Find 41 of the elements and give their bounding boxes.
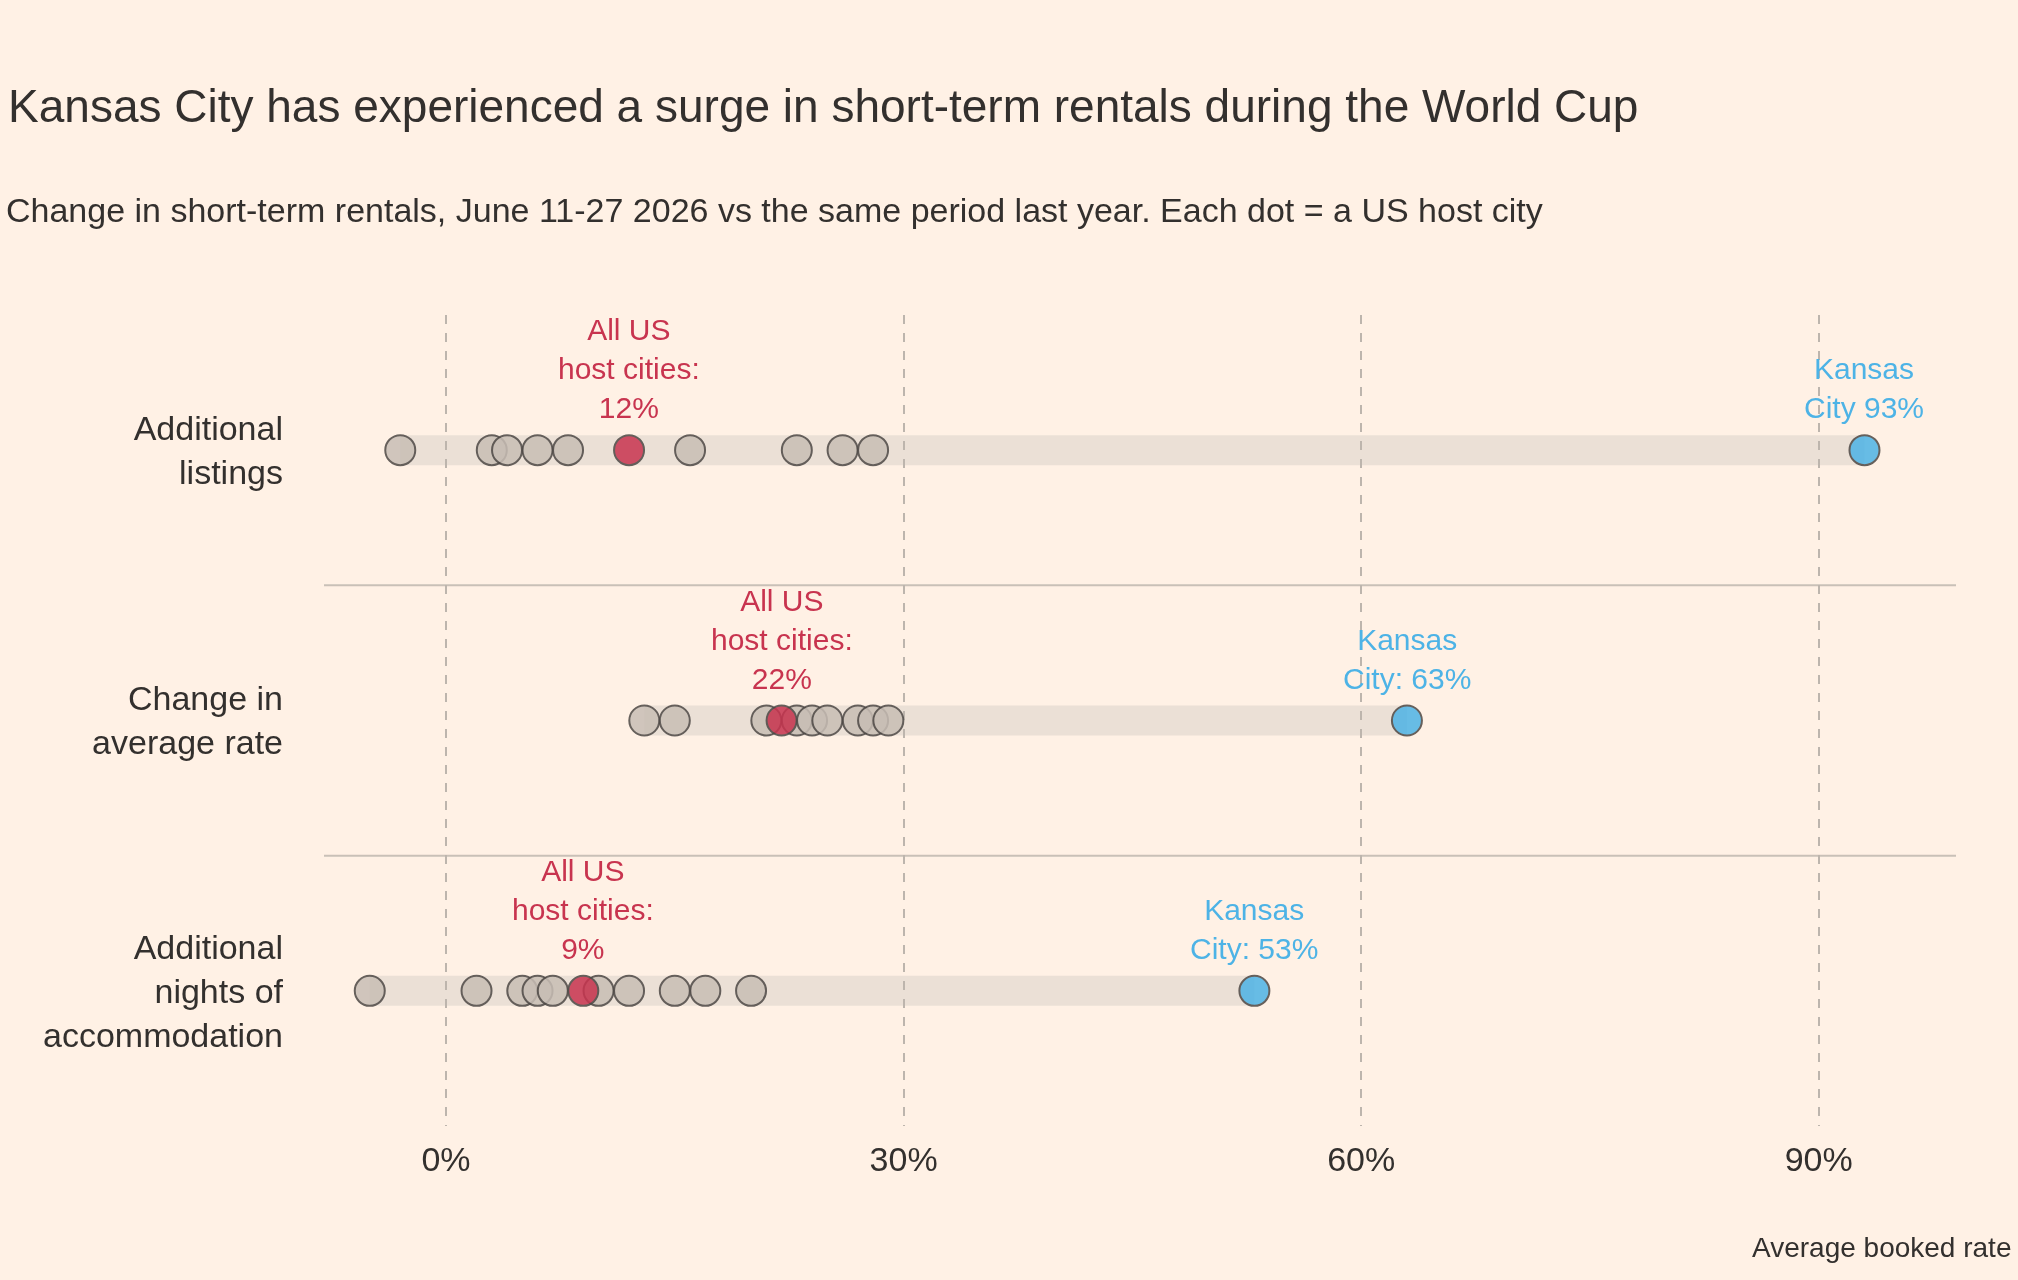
point [658, 974, 691, 1007]
point [384, 434, 417, 467]
point [872, 704, 905, 737]
text: Average booked rate [1752, 1232, 2012, 1263]
y-tick-label: Change in average rate [92, 679, 283, 762]
point [460, 974, 493, 1007]
point [674, 434, 707, 467]
point [552, 434, 585, 467]
y-tick-label: Additional listings [133, 408, 283, 492]
point [491, 434, 524, 467]
point [780, 434, 813, 467]
chart-title: Kansas City has experienced a surge in short-term rentals during the World Cup [8, 79, 1639, 132]
annotation: Kansas City: 63% [1343, 623, 1472, 695]
point [1390, 704, 1423, 737]
annotation: Kansas City 93% [1804, 352, 1925, 424]
point [811, 704, 844, 737]
y-tick-label: Additional nights of accommodation [42, 927, 284, 1054]
point [353, 974, 386, 1007]
x-tick-label: 30% [869, 1140, 938, 1178]
annotation: All US host cities: 9% [512, 854, 654, 965]
point [658, 704, 691, 737]
point [1848, 434, 1881, 467]
point [826, 434, 859, 467]
annotation: All US host cities: 22% [711, 584, 853, 695]
point [613, 434, 646, 467]
x-tick-label: 0% [421, 1140, 471, 1178]
point [1238, 974, 1271, 1007]
annotation: Kansas City: 53% [1190, 893, 1319, 965]
annotation: All US host cities: 12% [558, 313, 700, 424]
point [857, 434, 890, 467]
point [613, 974, 646, 1007]
point [765, 704, 798, 737]
point [567, 974, 600, 1007]
point [536, 974, 569, 1007]
point [628, 704, 661, 737]
x-tick-label: 60% [1327, 1140, 1396, 1178]
point [735, 974, 768, 1007]
x-tick-label: 90% [1784, 1140, 1853, 1178]
point [689, 974, 722, 1007]
point [521, 434, 554, 467]
chart-subtitle: Change in short-term rentals, June 11-27 2026 vs the same period last year. Each dot = a US host city [6, 191, 1543, 229]
